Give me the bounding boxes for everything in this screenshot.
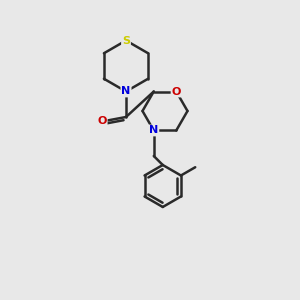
Text: N: N	[122, 86, 130, 97]
Text: S: S	[122, 35, 130, 46]
Text: N: N	[149, 125, 158, 136]
Text: O: O	[97, 116, 107, 127]
Text: O: O	[172, 86, 181, 97]
